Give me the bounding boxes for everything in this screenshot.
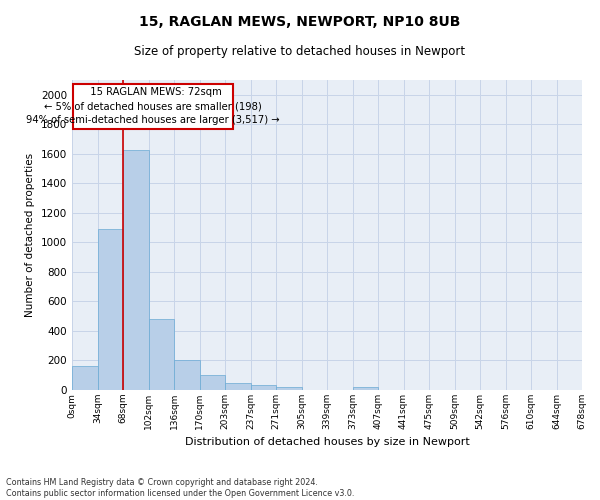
Text: Size of property relative to detached houses in Newport: Size of property relative to detached ho… xyxy=(134,45,466,58)
Bar xyxy=(276,387,302,390)
Text: 15 RAGLAN MEWS: 72sqm
← 5% of detached houses are smaller (198)
94% of semi-deta: 15 RAGLAN MEWS: 72sqm ← 5% of detached h… xyxy=(26,87,280,125)
Bar xyxy=(199,375,225,390)
X-axis label: Distribution of detached houses by size in Newport: Distribution of detached houses by size … xyxy=(185,438,469,448)
Y-axis label: Number of detached properties: Number of detached properties xyxy=(25,153,35,317)
Bar xyxy=(97,229,123,390)
Bar xyxy=(149,319,174,390)
Text: Contains HM Land Registry data © Crown copyright and database right 2024.
Contai: Contains HM Land Registry data © Crown c… xyxy=(6,478,355,498)
Text: 15, RAGLAN MEWS, NEWPORT, NP10 8UB: 15, RAGLAN MEWS, NEWPORT, NP10 8UB xyxy=(139,15,461,29)
Bar xyxy=(225,384,251,390)
FancyBboxPatch shape xyxy=(73,84,233,128)
Bar xyxy=(251,385,276,390)
Bar xyxy=(353,387,378,390)
Bar xyxy=(174,360,199,390)
Bar xyxy=(72,366,97,390)
Bar xyxy=(123,150,149,390)
